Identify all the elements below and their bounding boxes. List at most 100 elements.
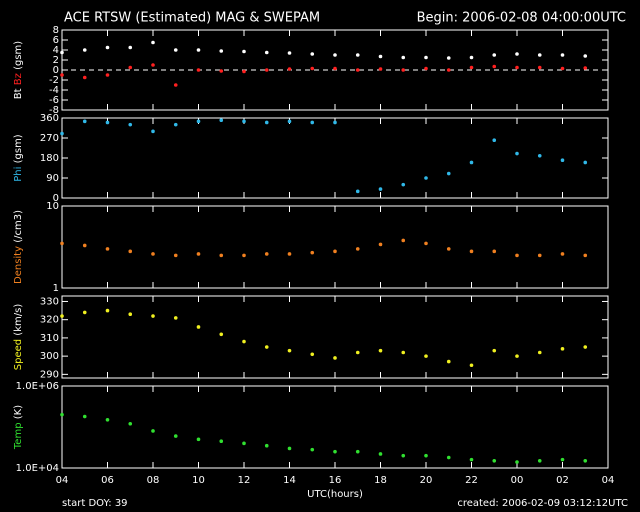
data-point: [128, 45, 133, 50]
data-point: [378, 452, 383, 456]
y-axis-label-series: Bz: [13, 73, 24, 85]
data-point: [492, 249, 497, 254]
x-tick-label: 04: [56, 475, 69, 486]
y-tick-label: 2: [53, 55, 59, 66]
data-point: [378, 187, 383, 191]
y-tick-label: 1.0E+04: [16, 463, 59, 474]
y-tick-label: 300: [40, 351, 59, 362]
data-point: [242, 49, 246, 54]
data-point: [173, 253, 178, 258]
x-tick-label: 18: [374, 475, 387, 486]
data-point: [128, 122, 133, 127]
data-point: [583, 54, 588, 58]
data-point: [310, 250, 315, 255]
data-point: [173, 434, 178, 438]
data-point: [446, 171, 451, 176]
data-point: [378, 67, 383, 71]
y-tick-label: 330: [40, 296, 59, 307]
data-point: [537, 53, 542, 57]
data-point: [151, 63, 155, 67]
data-point: [537, 253, 542, 258]
data-point: [82, 119, 87, 124]
data-point: [378, 242, 383, 247]
data-point: [82, 414, 87, 419]
data-point: [310, 66, 315, 71]
y-tick-label: 6: [53, 35, 59, 46]
x-tick-label: 02: [556, 475, 569, 486]
data-point: [469, 160, 474, 165]
x-tick-label: 06: [101, 475, 114, 486]
data-point: [196, 437, 201, 442]
data-point: [492, 138, 497, 143]
data-point: [560, 66, 565, 71]
data-point: [469, 457, 474, 462]
data-point: [242, 119, 246, 124]
data-point: [378, 348, 383, 353]
data-point: [287, 446, 292, 451]
y-tick-label: -4: [49, 85, 59, 96]
y-axis-label: Density (/cm3): [13, 210, 24, 284]
x-axis-label: UTC(hours): [307, 489, 363, 500]
data-point: [537, 153, 542, 158]
data-point: [105, 417, 110, 422]
data-point: [173, 122, 178, 127]
data-point: [355, 247, 360, 251]
data-point: [60, 73, 64, 77]
y-axis-label: Bt Bz (gsm): [13, 41, 24, 99]
x-tick-label: 10: [192, 475, 205, 486]
data-point: [560, 158, 565, 163]
data-point: [264, 252, 269, 256]
y-axis-label: Speed (km/s): [13, 304, 24, 371]
data-point: [82, 48, 87, 52]
y-axis-label-series: Bt: [13, 88, 24, 99]
y-tick-label: 1.0E+06: [16, 381, 59, 392]
data-point: [492, 348, 497, 353]
start-doy: start DOY: 39: [62, 498, 128, 509]
data-point: [492, 53, 497, 57]
data-point: [469, 65, 474, 70]
data-point: [82, 310, 87, 315]
y-axis-label: Phi (gsm): [13, 134, 24, 182]
chart-title: ACE RTSW (Estimated) MAG & SWEPAM: [64, 11, 320, 26]
data-point: [128, 65, 133, 70]
data-point: [219, 69, 224, 73]
data-point: [333, 53, 337, 57]
data-point: [105, 73, 110, 77]
data-point: [128, 421, 133, 426]
data-point: [583, 458, 588, 463]
y-axis-label-units: (gsm): [13, 134, 24, 163]
data-point: [60, 241, 64, 246]
data-point: [173, 316, 178, 320]
y-axis-label-units: (/cm3): [13, 210, 24, 243]
data-point: [242, 253, 246, 258]
data-point: [242, 69, 246, 74]
data-point: [401, 55, 406, 60]
data-point: [333, 66, 337, 71]
data-point: [151, 252, 155, 256]
x-tick-label: 20: [420, 475, 433, 486]
data-point: [401, 453, 406, 458]
data-point: [151, 129, 155, 134]
data-point: [242, 339, 246, 344]
data-point: [515, 354, 519, 358]
y-axis-label-series: Speed: [13, 339, 24, 370]
data-point: [424, 176, 428, 180]
y-axis-label-series: Density: [13, 246, 24, 284]
data-point: [82, 243, 87, 248]
y-tick-label: 270: [40, 133, 59, 144]
data-point: [60, 131, 64, 136]
data-point: [105, 247, 110, 251]
created-time: created: 2006-02-09 03:12:12UTC: [457, 498, 628, 509]
data-point: [355, 350, 360, 355]
y-tick-label: 290: [40, 369, 59, 380]
data-point: [424, 66, 428, 71]
data-point: [492, 64, 497, 69]
data-point: [287, 51, 292, 55]
data-point: [424, 453, 428, 458]
y-tick-label: 90: [46, 173, 59, 184]
data-point: [219, 439, 224, 444]
y-tick-label: -8: [49, 105, 59, 116]
data-point: [219, 253, 224, 258]
data-point: [537, 350, 542, 355]
